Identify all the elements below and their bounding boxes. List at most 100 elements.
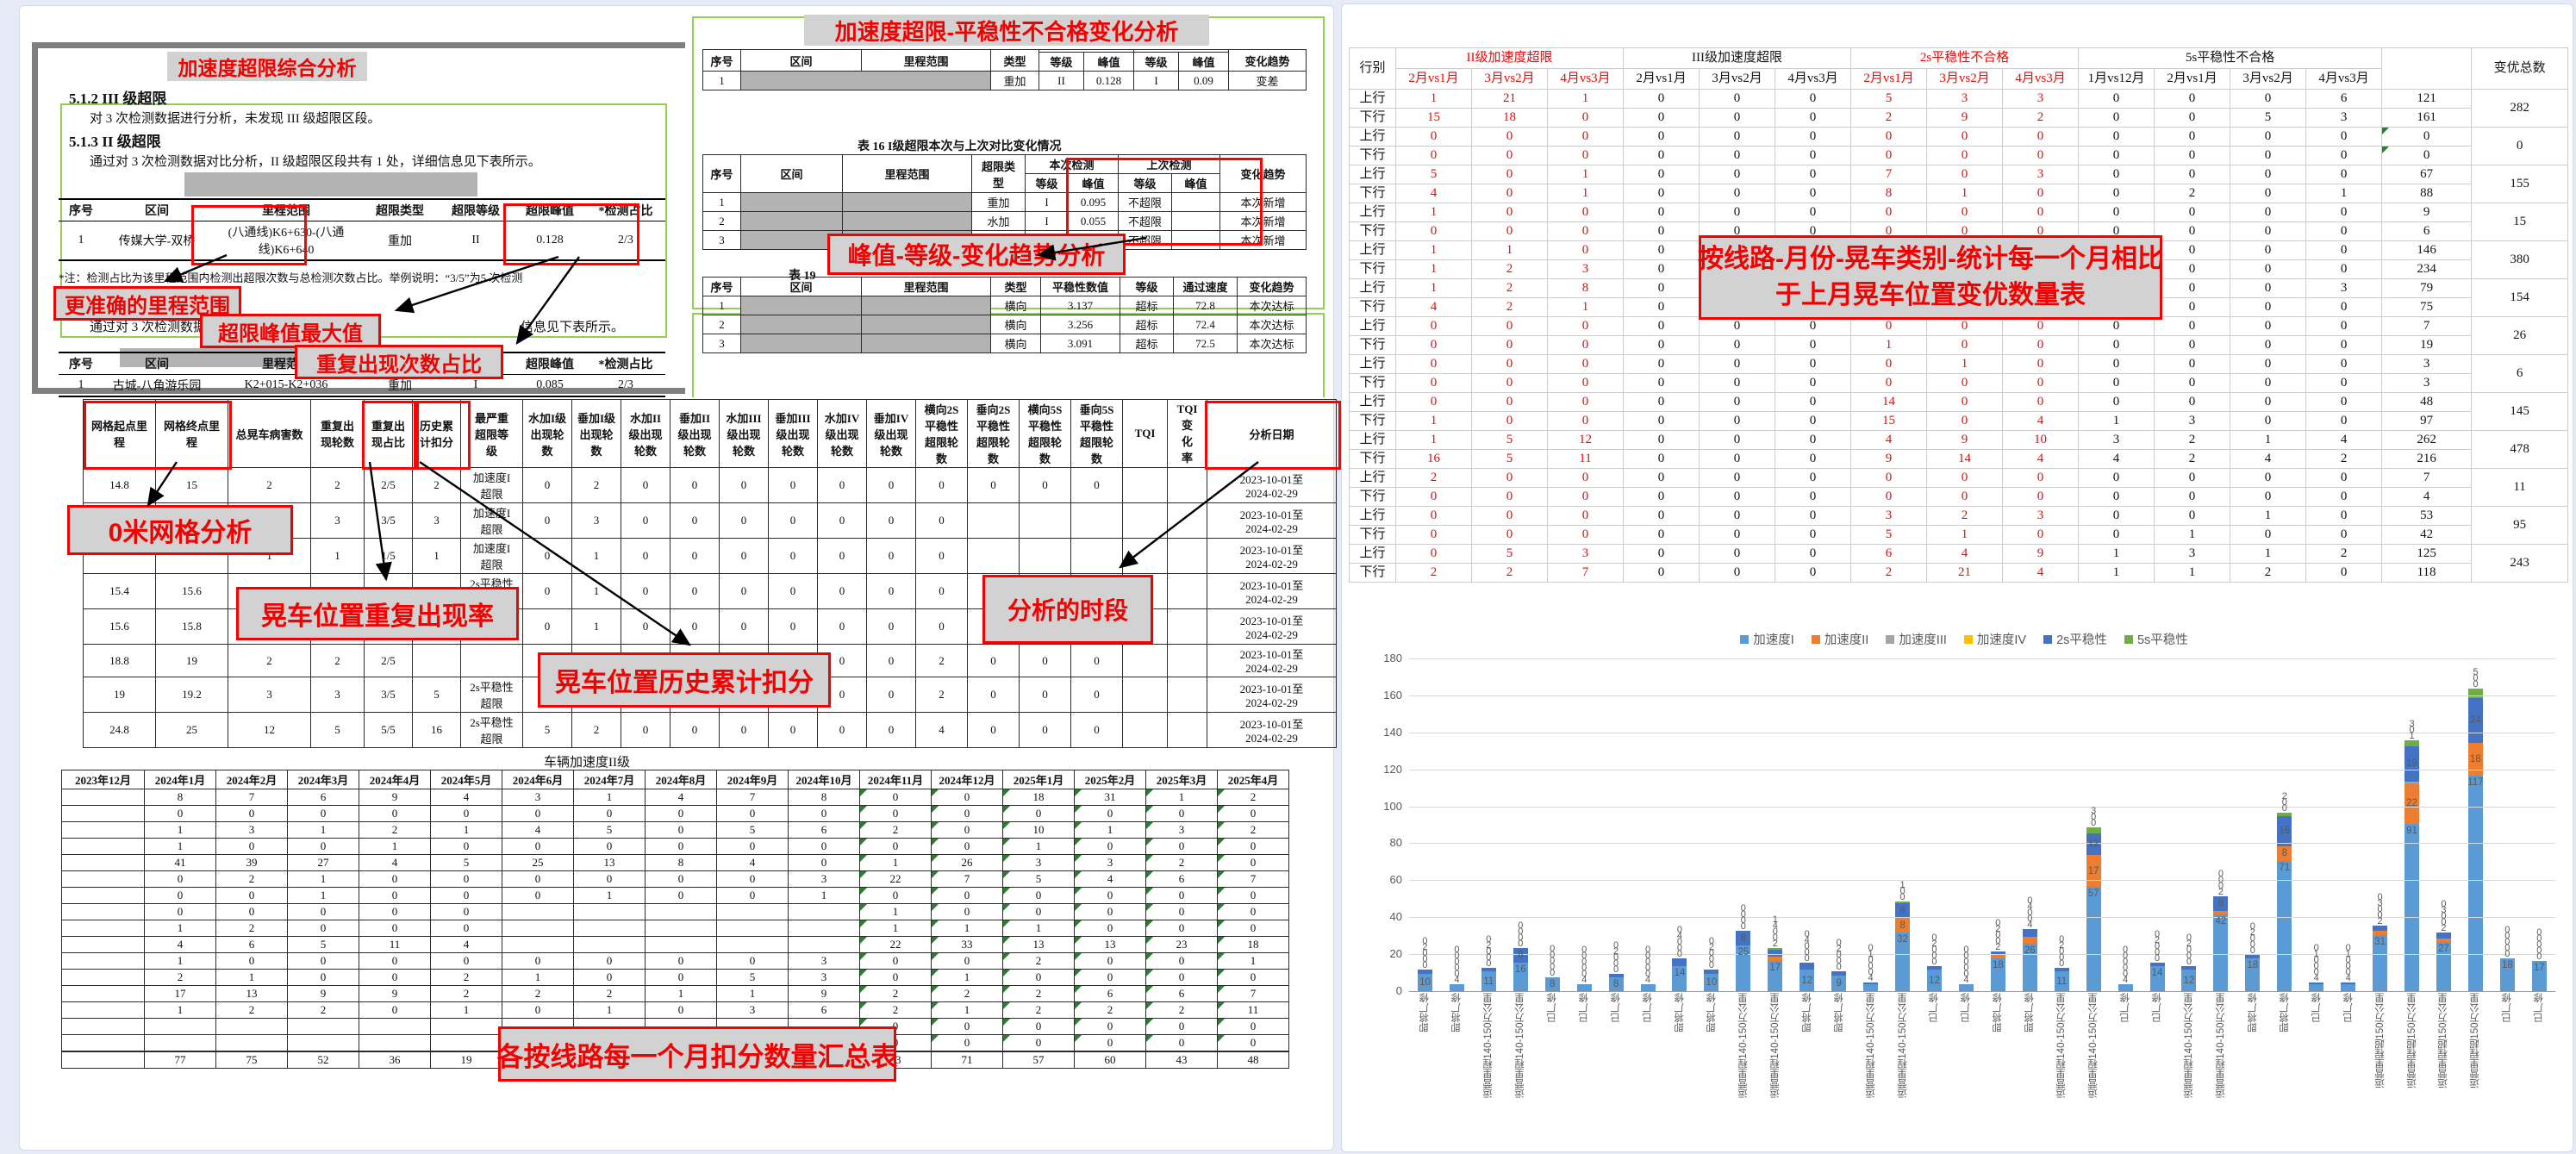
- table-cell: 15: [2471, 203, 2569, 241]
- table-cell: 3: [2154, 544, 2231, 564]
- y-axis-tick: 60: [1389, 873, 1402, 887]
- table-cell: 1: [1395, 430, 1472, 450]
- bar-value-label: 2: [1836, 944, 1842, 955]
- table-cell: 0: [1074, 887, 1146, 904]
- table-cell: 5: [716, 821, 789, 839]
- table-cell: [61, 1034, 145, 1052]
- column-header: 2月vs1月: [1623, 68, 1700, 90]
- table-cell: 6: [1850, 544, 1928, 564]
- bar-segment: 31: [2373, 934, 2388, 992]
- table-cell: 下行: [1349, 184, 1396, 203]
- column-header: 超限峰值: [526, 359, 574, 371]
- table-cell: 0: [2471, 127, 2569, 165]
- table-cell: 8: [1546, 278, 1625, 298]
- table-cell: 0: [1623, 487, 1700, 507]
- table-cell: 0: [1699, 468, 1776, 488]
- table-cell: [359, 1018, 431, 1035]
- table-cell: 0: [2305, 335, 2383, 355]
- table-cell: 27: [287, 854, 359, 871]
- table-cell: 0: [2078, 506, 2155, 526]
- table-cell: 2: [2154, 184, 2231, 203]
- bar-value-label: 0: [1740, 909, 1746, 920]
- doc-b-title: 加速度超限-平稳性不合格变化分析: [804, 15, 1209, 46]
- table-cell: 1: [430, 821, 502, 839]
- table-cell: 0: [1471, 392, 1548, 412]
- table-cell: 0: [2305, 297, 2383, 317]
- bar-value-label: 12: [2183, 976, 2195, 987]
- y-axis-tick: 120: [1383, 762, 1402, 776]
- table-cell: 0: [719, 608, 769, 645]
- bar: 0 4 0 0 0 12: [1791, 659, 1823, 992]
- table-cell: 0: [2078, 468, 2155, 488]
- bar-segment: 26: [2022, 944, 2037, 992]
- mesh-grid-panel: 网格起点里 程网格终点里 程总晃车病害数 重复出 现轮数 重复出 现占比 历史累 计扣…: [67, 399, 1341, 754]
- table-cell: 2023-10-01至 2024-02-29: [1207, 467, 1337, 503]
- table-cell: [861, 315, 991, 334]
- table-cell: 0: [1623, 468, 1700, 488]
- table-cell: 3: [1145, 821, 1218, 839]
- table-cell: 5: [1850, 525, 1928, 545]
- table-cell: 0: [2078, 184, 2155, 203]
- table-cell: (八通线)K6+630-(八通 线)K6+640: [228, 227, 345, 257]
- bar-value-label: 2: [2186, 938, 2192, 949]
- bar-value-label: 0: [1836, 956, 1842, 967]
- table-cell: 0: [768, 538, 818, 574]
- table-cell: 6: [788, 821, 860, 839]
- table-cell: 0: [2305, 240, 2383, 260]
- table-cell: 上行: [1349, 354, 1396, 374]
- table-cell: 6: [1145, 985, 1218, 1002]
- column-header: 序号: [702, 277, 741, 296]
- bar-value-label: 2: [1422, 942, 1428, 953]
- table-cell: 3/5: [364, 677, 413, 713]
- x-axis-label-text: 已厂修: [1611, 993, 1622, 1023]
- table-cell: 5: [573, 821, 646, 839]
- column-header: 区间: [145, 359, 169, 371]
- table-cell: 0: [2154, 108, 2231, 128]
- table-cell: 216: [2381, 449, 2473, 469]
- bar-segment: [2245, 955, 2261, 959]
- column-header: 区间: [740, 154, 843, 193]
- table-cell: [842, 192, 972, 212]
- column-header: 序号: [702, 49, 741, 72]
- bar-value-label: 2: [2441, 923, 2447, 934]
- table-cell: 2: [412, 467, 461, 503]
- bar-value-label: 4: [1676, 931, 1683, 942]
- legend-swatch: [1740, 634, 1750, 644]
- bar-value-label: 0: [2345, 943, 2351, 954]
- table-cell: [716, 903, 789, 920]
- x-axis-label: 运营里程140-150万公里: [2174, 993, 2205, 1146]
- table-row: 上行 0 5 3 0 0 0 6 4 9 1 3 1 2 125 243: [1349, 544, 2569, 583]
- bar-value-label: 0: [2091, 812, 2097, 823]
- table-cell: 2: [1002, 952, 1075, 970]
- analysis-period-label: 分析的时段: [982, 575, 1153, 644]
- bar-value-label: 1: [1868, 949, 1874, 960]
- bar-segment: [2309, 982, 2324, 985]
- table-cell: 2023-10-01至 2024-02-29: [1207, 644, 1337, 677]
- bar-segment: [2373, 925, 2388, 932]
- bar: 0 0 0 2 42 8: [2205, 659, 2236, 992]
- table-cell: [215, 1034, 288, 1052]
- table-cell: 9: [2002, 544, 2080, 564]
- table-cell: II: [471, 234, 480, 246]
- x-axis-label-text: 已厂修: [2502, 993, 2513, 1023]
- x-axis-label: 已厂修: [1950, 993, 1982, 1146]
- bar-segment: 18: [2499, 958, 2515, 992]
- table-cell: 3.256: [1040, 315, 1120, 334]
- table-cell: 2: [1002, 985, 1075, 1002]
- table-cell: 0: [1546, 146, 1625, 165]
- table-cell: 6: [788, 1001, 860, 1019]
- bar-value-label: 0: [2504, 925, 2511, 936]
- month-summary-table: 2023年12月 2024年1月 2024年2月 2024年3月 2024年4月 2024…: [61, 770, 1289, 1069]
- table-cell: 0: [359, 870, 431, 888]
- table-cell: 0: [2078, 392, 2155, 412]
- table-cell: 0: [1145, 838, 1218, 855]
- table-cell: 145: [2471, 392, 2569, 431]
- y-axis-tick: 180: [1383, 652, 1402, 664]
- table-cell: 1: [412, 538, 461, 574]
- table-cell: 2: [1395, 468, 1472, 488]
